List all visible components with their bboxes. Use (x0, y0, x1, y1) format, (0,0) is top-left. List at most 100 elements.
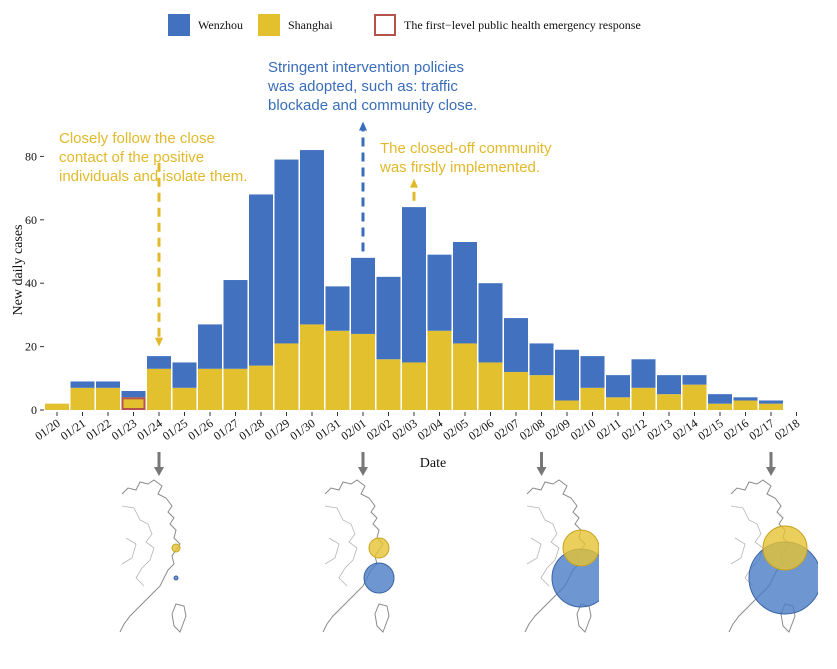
legend-swatch-emergency-response (374, 14, 396, 36)
annotation-arrow-01-24 (155, 162, 163, 347)
bar-shanghai-02-17 (759, 403, 783, 410)
x-axis-title: Date (419, 456, 447, 471)
bar-wenzhou-02-03 (402, 207, 426, 363)
bar-shanghai-02-13 (657, 394, 681, 410)
annotation-arrow-02-01 (359, 121, 367, 252)
map-province-borders (121, 505, 155, 587)
bar-wenzhou-02-04 (427, 254, 452, 331)
bar-shanghai-02-04 (427, 330, 452, 410)
shanghai-bubble (762, 525, 808, 571)
legend-item-shanghai: Shanghai (258, 14, 333, 36)
bar-wenzhou-02-17 (759, 400, 783, 404)
legend-label-shanghai: Shanghai (288, 17, 333, 32)
annotation-arrow-02-03 (410, 178, 418, 201)
x-tick-label-01-26: 01/26 (185, 416, 215, 443)
bar-shanghai-01-26 (198, 368, 222, 410)
x-tick-label-01-28: 01/28 (236, 416, 266, 443)
legend-swatch-shanghai (258, 14, 280, 36)
map-panel-0208 (524, 479, 599, 633)
bar-wenzhou-01-23 (121, 390, 146, 398)
annotation-closed-community: The closed-off community was firstly imp… (380, 139, 551, 177)
bar-shanghai-02-10 (580, 387, 605, 410)
x-tick-label-01-23: 01/23 (109, 416, 139, 443)
bar-shanghai-01-20 (45, 403, 69, 410)
x-tick-label-02-09: 02/09 (542, 416, 572, 443)
map-panel-0124 (119, 479, 187, 633)
bar-wenzhou-02-10 (580, 356, 605, 388)
annotation-stringent-line-2: was adopted, such as: traffic (268, 78, 458, 95)
x-tick-label-01-24: 01/24 (134, 416, 164, 443)
wenzhou-bubble (173, 575, 179, 581)
y-tick-label-60: 60 (25, 213, 37, 227)
legend-label-wenzhou: Wenzhou (198, 17, 244, 32)
emergency-response-highlight (121, 397, 146, 411)
legend-label-emergency-response: The first−level public health emergency … (404, 17, 641, 32)
legend-item-wenzhou: Wenzhou (168, 14, 243, 36)
x-tick-label-02-05: 02/05 (440, 416, 470, 443)
bar-shanghai-01-29 (274, 343, 299, 410)
annotation-community-line-1: The closed-off community (380, 140, 552, 157)
bar-wenzhou-02-16 (733, 397, 758, 401)
x-tick-label-02-03: 02/03 (389, 416, 419, 443)
bar-wenzhou-01-26 (198, 324, 222, 369)
bar-wenzhou-02-13 (657, 375, 681, 395)
x-tick-label-02-12: 02/12 (619, 416, 649, 443)
bar-wenzhou-01-21 (70, 381, 95, 388)
x-tick-label-02-01: 02/01 (338, 416, 368, 443)
x-tick-label-01-25: 01/25 (160, 416, 190, 443)
bar-wenzhou-01-22 (96, 381, 120, 388)
bar-wenzhou-02-07 (504, 318, 528, 372)
annotation-contact-line-3: individuals and isolate them. (59, 168, 248, 185)
bar-wenzhou-02-12 (631, 359, 656, 388)
bar-wenzhou-01-29 (274, 159, 299, 344)
bar-wenzhou-01-25 (172, 362, 197, 388)
bar-wenzhou-02-14 (682, 375, 707, 385)
annotation-contact-line-1: Closely follow the close (59, 130, 215, 147)
bar-shanghai-02-03 (402, 362, 426, 410)
bar-shanghai-01-27 (223, 368, 248, 410)
bar-shanghai-02-16 (733, 400, 758, 410)
x-tick-label-01-31: 01/31 (313, 416, 343, 443)
map-pointer-arrow-02-01 (358, 452, 368, 476)
x-tick-label-02-02: 02/02 (364, 416, 394, 443)
map-taiwan-outline (576, 603, 592, 633)
bar-shanghai-01-23 (121, 397, 146, 410)
x-tick-label-01-30: 01/30 (287, 416, 317, 443)
y-tick-label-80: 80 (25, 149, 37, 163)
x-tick-label-02-14: 02/14 (670, 416, 700, 443)
x-tick-label-02-06: 02/06 (466, 416, 496, 443)
bar-shanghai-02-05 (453, 343, 477, 410)
bar-shanghai-01-24 (147, 368, 171, 410)
bar-shanghai-02-06 (478, 362, 503, 410)
annotation-contact-line-2: contact of the positive (59, 149, 205, 166)
y-axis-title: New daily cases (11, 224, 26, 316)
bar-shanghai-01-30 (300, 324, 324, 410)
x-tick-label-02-13: 02/13 (644, 416, 674, 443)
map-coastline (119, 479, 181, 633)
bar-shanghai-02-12 (631, 387, 656, 410)
map-province-borders (730, 505, 764, 587)
bar-shanghai-02-02 (376, 359, 401, 410)
x-tick-label-01-21: 01/21 (58, 416, 88, 443)
x-tick-label-01-22: 01/22 (83, 416, 113, 443)
map-pointer-arrow-02-08 (536, 452, 547, 476)
x-tick-label-02-04: 02/04 (415, 416, 445, 443)
x-tick-label-02-15: 02/15 (695, 416, 725, 443)
map-taiwan-outline (171, 603, 187, 633)
y-tick-label-0: 0 (31, 403, 37, 417)
map-panel-0201 (322, 479, 395, 633)
x-tick-label-02-08: 02/08 (517, 416, 547, 443)
legend-swatch-wenzhou (168, 14, 190, 36)
x-tick-label-02-16: 02/16 (721, 416, 751, 443)
map-province-borders (526, 505, 560, 587)
bar-wenzhou-01-28 (249, 194, 273, 366)
bar-shanghai-02-01 (351, 333, 375, 410)
bar-shanghai-02-15 (708, 403, 732, 410)
annotation-stringent-line-3: blockade and community close. (268, 97, 478, 114)
bar-shanghai-01-21 (70, 387, 95, 410)
bar-shanghai-02-11 (606, 397, 630, 410)
bar-shanghai-01-31 (325, 330, 350, 410)
x-tick-label-01-20: 01/20 (32, 416, 62, 443)
bar-wenzhou-02-01 (351, 257, 375, 334)
